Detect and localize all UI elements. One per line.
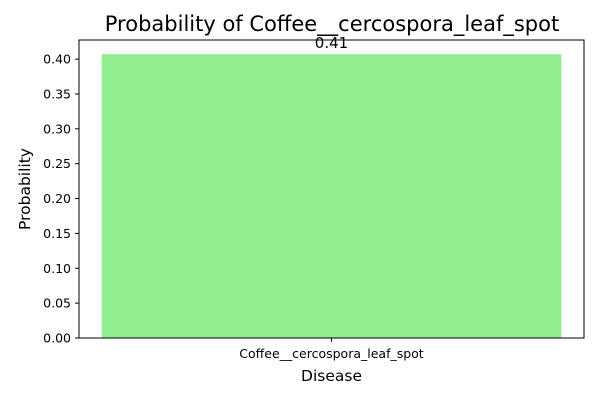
y-tick-label-4: 0.20 bbox=[43, 191, 71, 206]
plot-area: 0.00 0.05 0.10 0.15 0.20 0.25 0.30 0.35 0.40 Cof… bbox=[43, 34, 585, 361]
chart-title: Probability of Coffee__cercospora_leaf_s… bbox=[105, 12, 559, 37]
bar-0 bbox=[101, 54, 562, 338]
y-axis: 0.00 0.05 0.10 0.15 0.20 0.25 0.30 0.35 0.40 bbox=[43, 52, 79, 346]
y-tick-label-6: 0.30 bbox=[43, 121, 71, 136]
y-tick-label-2: 0.10 bbox=[43, 261, 71, 276]
bars-layer bbox=[101, 54, 562, 338]
data-label-0: 0.41 bbox=[315, 34, 348, 52]
y-tick-label-3: 0.15 bbox=[43, 226, 71, 241]
y-tick-label-8: 0.40 bbox=[43, 52, 71, 67]
y-tick-label-1: 0.05 bbox=[43, 296, 71, 311]
data-labels: 0.41 bbox=[315, 34, 348, 52]
y-axis-label: Probability bbox=[16, 148, 34, 230]
y-tick-label-7: 0.35 bbox=[43, 86, 71, 101]
plot-frame bbox=[78, 39, 585, 339]
x-tick-label-0: Coffee__cercospora_leaf_spot bbox=[239, 346, 424, 361]
y-tick-label-5: 0.25 bbox=[43, 156, 71, 171]
x-axis: Coffee__cercospora_leaf_spot bbox=[239, 338, 424, 361]
y-tick-label-0: 0.00 bbox=[43, 331, 71, 346]
x-axis-label: Disease bbox=[301, 367, 362, 385]
